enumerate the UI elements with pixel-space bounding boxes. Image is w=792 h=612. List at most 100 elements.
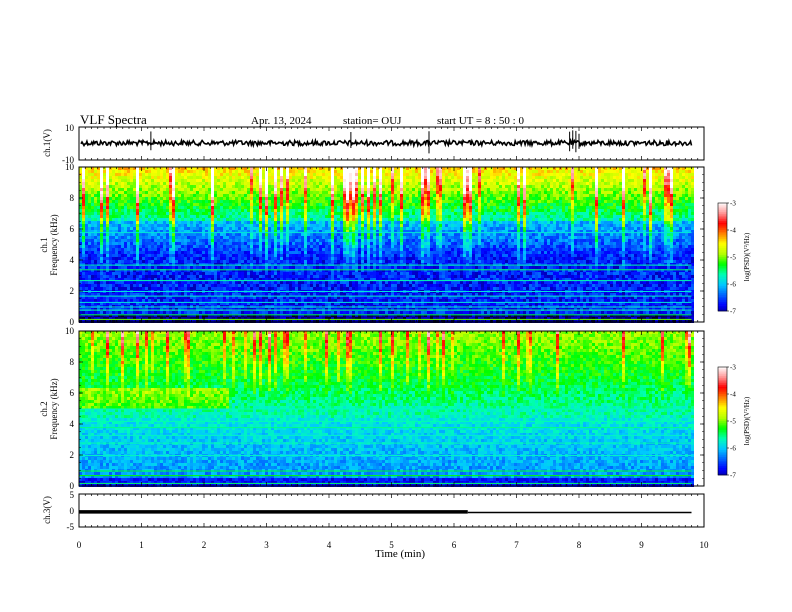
spectrogram-cell	[475, 176, 478, 179]
spectrogram-cell	[262, 176, 265, 179]
spectrogram-cell	[589, 188, 592, 191]
spectrogram-cell	[583, 188, 586, 191]
spectrogram-cell	[421, 200, 424, 203]
spectrogram-cell	[382, 218, 385, 221]
spectrogram-cell	[661, 197, 664, 200]
spectrogram-cell	[607, 233, 610, 236]
spectrogram-cell	[643, 221, 646, 224]
spectrogram-cell	[220, 212, 223, 215]
spectrogram-cell	[664, 209, 667, 212]
spectrogram-cell	[112, 173, 115, 176]
spectrogram-cell	[604, 206, 607, 209]
spectrogram-cell	[586, 224, 589, 227]
spectrogram-cell	[496, 182, 499, 185]
spectrogram-cell	[142, 200, 145, 203]
spectrogram-cell	[475, 200, 478, 203]
spectrogram-cell	[274, 212, 277, 215]
spectrogram-cell	[391, 203, 394, 206]
spectrogram-cell	[352, 206, 355, 209]
spectrogram-cell	[262, 206, 265, 209]
spectrogram-cell	[508, 194, 511, 197]
spectrogram-cell	[679, 200, 682, 203]
spectrogram-cell	[325, 224, 328, 227]
spectrogram-cell	[172, 227, 175, 230]
spectrogram-cell	[424, 212, 427, 215]
spectrogram-cell	[316, 188, 319, 191]
spectrogram-cell	[583, 191, 586, 194]
spectrogram-cell	[211, 218, 214, 221]
spectrogram-cell	[544, 194, 547, 197]
spectrogram-cell	[478, 188, 481, 191]
spectrogram-cell	[310, 200, 313, 203]
spectrogram-cell	[658, 191, 661, 194]
spectrogram-cell	[205, 209, 208, 212]
spectrogram-cell	[88, 224, 91, 227]
spectrogram-cell	[499, 212, 502, 215]
spectrogram-cell	[556, 170, 559, 173]
spectrogram-cell	[640, 203, 643, 206]
spectrogram-cell	[403, 188, 406, 191]
spectrogram-cell	[331, 194, 334, 197]
spectrogram-cell	[445, 233, 448, 236]
spectrogram-cell	[211, 176, 214, 179]
spectrogram-cell	[676, 197, 679, 200]
spectrogram-cell	[361, 179, 364, 182]
spectrogram-cell	[247, 200, 250, 203]
spectrogram-cell	[457, 227, 460, 230]
spectrogram-cell	[94, 179, 97, 182]
spectrogram-cell	[568, 227, 571, 230]
spectrogram-cell	[391, 200, 394, 203]
spectrogram-cell	[598, 212, 601, 215]
spectrogram-cell	[547, 191, 550, 194]
spectrogram-cell	[370, 176, 373, 179]
spectrogram-cell	[292, 221, 295, 224]
spectrogram-cell	[604, 227, 607, 230]
spectrogram-cell	[139, 203, 142, 206]
spectrogram-cell	[574, 212, 577, 215]
spectrogram-cell	[634, 197, 637, 200]
spectrogram-cell	[316, 203, 319, 206]
spectrogram-cell	[250, 209, 253, 212]
spectrogram-cell	[481, 176, 484, 179]
spectrogram-cell	[346, 191, 349, 194]
spectrogram-cell	[520, 176, 523, 179]
spectrogram-cell	[523, 215, 526, 218]
spectrogram-cell	[286, 188, 289, 191]
spectrogram-cell	[652, 221, 655, 224]
spectrogram-cell	[202, 197, 205, 200]
spectrogram-cell	[574, 206, 577, 209]
spectrogram-cell	[685, 188, 688, 191]
spectrogram-cell	[532, 215, 535, 218]
spectrogram-cell	[484, 200, 487, 203]
spectrogram-cell	[529, 221, 532, 224]
spectrogram-cell	[208, 197, 211, 200]
spectrogram-cell	[295, 182, 298, 185]
spectrogram-cell	[505, 227, 508, 230]
spectrogram-cell	[664, 185, 667, 188]
spectrogram-cell	[475, 209, 478, 212]
spectrogram-cell	[346, 227, 349, 230]
spectrogram-cell	[511, 209, 514, 212]
spectrogram-cell	[688, 188, 691, 191]
spectrogram-cell	[298, 221, 301, 224]
spectrogram-cell	[211, 188, 214, 191]
spectrogram-cell	[685, 224, 688, 227]
spectrogram-cell	[487, 170, 490, 173]
spectrogram-cell	[304, 185, 307, 188]
spectrogram-cell	[427, 206, 430, 209]
spectrogram-cell	[103, 224, 106, 227]
spectrogram-cell	[424, 188, 427, 191]
spectrogram-cell	[328, 224, 331, 227]
spectrogram-cell	[625, 215, 628, 218]
spectrogram-cell	[523, 233, 526, 236]
spectrogram-cell	[319, 173, 322, 176]
spectrogram-cell	[397, 233, 400, 236]
spectrogram-cell	[367, 215, 370, 218]
spectrogram-cell	[610, 215, 613, 218]
spectrogram-cell	[337, 233, 340, 236]
spectrogram-cell	[118, 236, 121, 239]
spectrogram-cell	[364, 170, 367, 173]
spectrogram-cell	[565, 233, 568, 236]
spectrogram-cell	[595, 176, 598, 179]
spectrogram-cell	[532, 209, 535, 212]
